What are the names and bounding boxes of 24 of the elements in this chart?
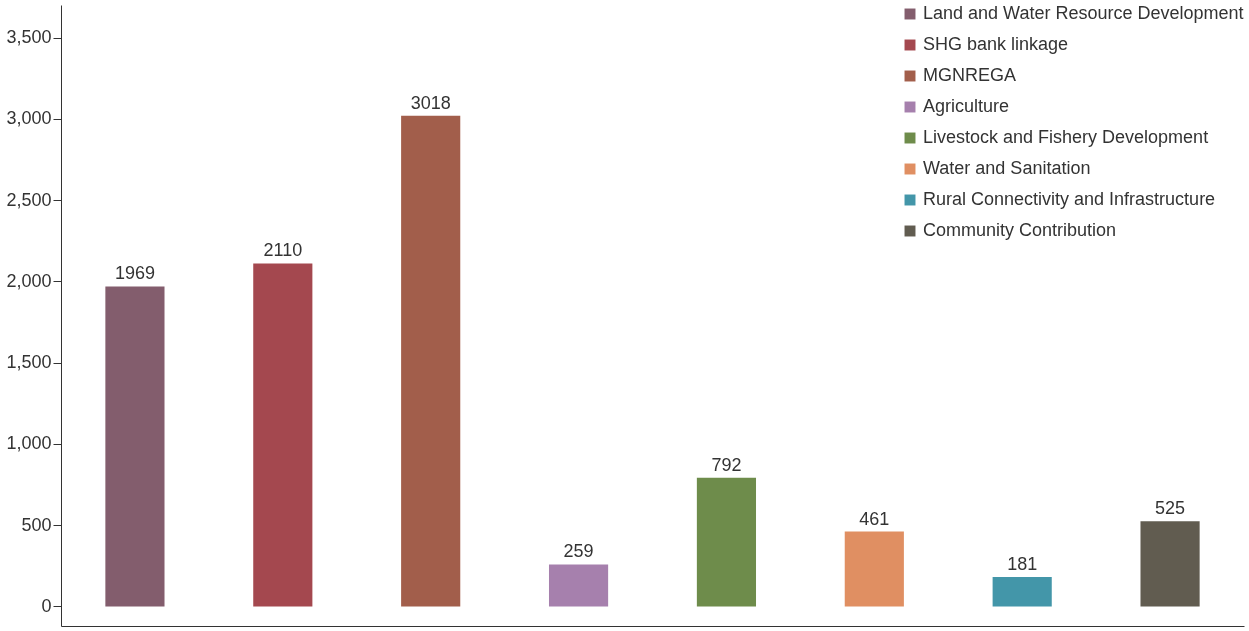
data-label: 2110	[263, 240, 303, 261]
legend-label: MGNREGA	[923, 65, 1017, 85]
y-tick-label: 1,500	[6, 352, 52, 373]
legend-label: Water and Sanitation	[923, 158, 1091, 178]
y-tick-label: 500	[21, 514, 52, 535]
y-tick-label: 2,500	[6, 189, 52, 210]
data-label: 525	[1155, 498, 1186, 519]
legend-label: Livestock and Fishery Development	[923, 127, 1209, 147]
data-label: 259	[563, 541, 594, 562]
legend-label: SHG bank linkage	[923, 34, 1069, 54]
y-tick-label: 0	[41, 595, 52, 616]
data-label: 792	[711, 454, 742, 475]
y-tick-label: 1,000	[6, 433, 52, 454]
legend-label: Land and Water Resource Development	[923, 3, 1244, 23]
legend-label: Community Contribution	[923, 220, 1117, 240]
data-label: 3018	[410, 92, 451, 113]
legend-label: Agriculture	[923, 96, 1010, 116]
data-label: 1969	[114, 263, 155, 284]
data-label: 461	[859, 508, 890, 529]
legend-label: Rural Connectivity and Infrastructure	[923, 189, 1216, 209]
y-tick-label: 3,000	[6, 108, 52, 129]
y-tick-label: 2,000	[6, 270, 52, 291]
data-label: 181	[1007, 554, 1038, 575]
y-tick-label: 3,500	[6, 27, 52, 48]
